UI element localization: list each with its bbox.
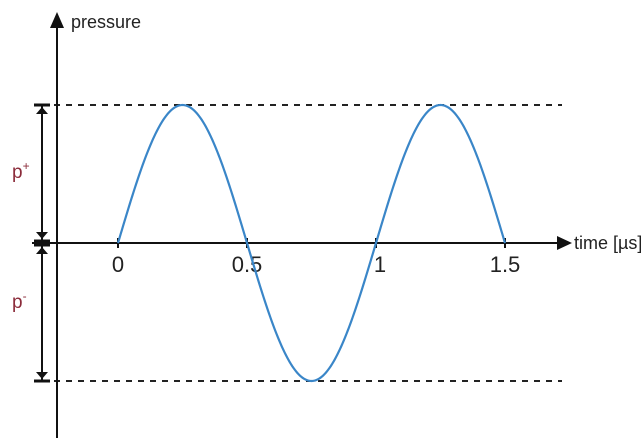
amplitude-bar-arrowhead	[36, 232, 48, 239]
amplitude-bar-arrowhead	[36, 247, 48, 254]
amplitude-bar-negative	[34, 243, 50, 383]
x-tick-label: 1.5	[490, 252, 521, 277]
amplitude-label-positive: p+	[12, 159, 30, 183]
amplitude-label-negative-base: p	[12, 292, 23, 313]
amplitude-label-negative: p-	[12, 289, 27, 313]
amplitude-bar-arrowhead	[36, 372, 48, 379]
x-tick-label: 0	[112, 252, 124, 277]
x-tick-label: 1	[374, 252, 386, 277]
pressure-sine-wave	[116, 103, 507, 383]
x-axis-arrowhead	[557, 236, 572, 250]
y-axis-arrowhead	[50, 12, 64, 28]
amplitude-label-negative-sup: -	[23, 289, 27, 303]
y-axis-label: pressure	[71, 12, 141, 32]
x-tick-label: 0.5	[232, 252, 263, 277]
amplitude-bar-positive	[34, 103, 50, 243]
amplitude-label-positive-sup: +	[23, 159, 30, 173]
amplitude-label-positive-base: p	[12, 162, 23, 183]
x-axis-label: time [µs]	[574, 233, 641, 253]
amplitude-bar-arrowhead	[36, 107, 48, 114]
